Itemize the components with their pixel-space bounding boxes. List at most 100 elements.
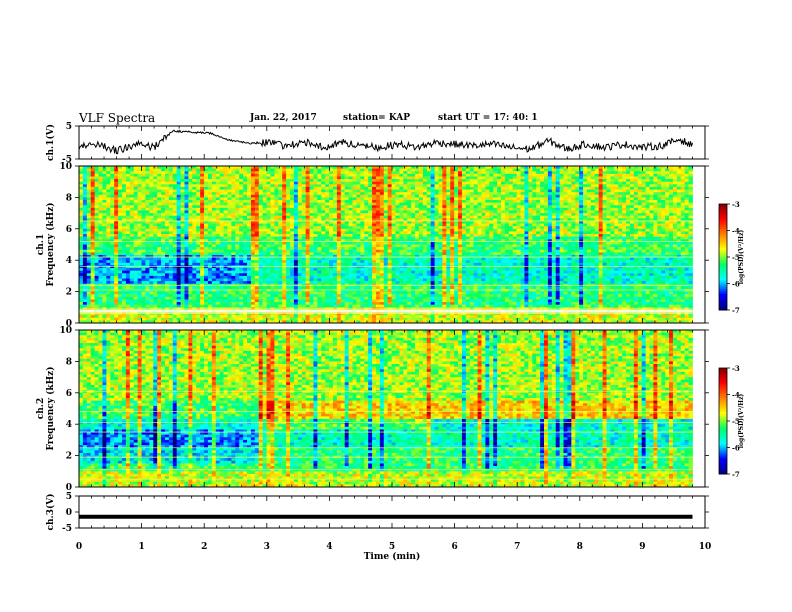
heatmap-cell [524,171,529,175]
heatmap-cell [602,168,607,172]
heatmap-cell [297,197,303,201]
heatmap-cell [348,184,353,188]
heatmap-cell [94,171,99,175]
heatmap-cell [290,205,295,209]
heatmap-cell [313,210,318,214]
heatmap-cell [454,192,459,196]
heatmap-cell [512,192,518,196]
heatmap-cell [297,192,303,196]
heatmap-cell [415,213,420,217]
heatmap-cell [254,184,260,188]
heatmap-cell [192,226,197,230]
heatmap-cell [458,181,463,185]
heatmap-cell [325,197,330,201]
heatmap-cell [372,200,377,204]
heatmap-cell [477,202,482,206]
heatmap-cell [223,231,228,235]
heatmap-cell [672,200,678,204]
heatmap-cell [360,218,365,222]
heatmap-cell [274,168,279,172]
heatmap-cell [532,202,537,206]
heatmap-cell [110,239,115,243]
heatmap-cell [415,197,420,201]
heatmap-cell [129,220,135,224]
heatmap-cell [90,179,96,183]
heatmap-cell [133,218,139,222]
heatmap-cell [434,168,439,172]
heatmap-cell [278,205,283,209]
heatmap-cell [395,239,400,243]
heatmap-cell [559,210,564,214]
heatmap-cell [98,226,103,230]
heatmap-cell [653,189,658,193]
heatmap-cell [504,166,510,170]
heatmap-cell [606,181,611,185]
heatmap-cell [129,181,135,185]
heatmap-cell [348,200,353,204]
heatmap-cell [555,173,561,177]
heatmap-cell [332,205,338,209]
heatmap-cell [461,189,467,193]
heatmap-cell [211,186,217,190]
heatmap-cell [430,205,435,209]
heatmap-cell [168,189,174,193]
heatmap-cell [434,236,439,240]
heatmap-cell [610,213,615,217]
heatmap-cell [309,197,314,201]
heatmap-cell [594,194,600,198]
heatmap-cell [665,173,670,177]
heatmap-cell [383,239,389,243]
heatmap-cell [161,176,166,180]
heatmap-cell [426,210,432,214]
heatmap-cell [497,231,502,235]
heatmap-cell [610,166,615,170]
heatmap-cell [317,218,322,222]
heatmap-cell [161,213,166,217]
heatmap-cell [375,220,381,224]
heatmap-cell [411,166,416,170]
heatmap-cell [649,244,654,248]
heatmap-cell [149,168,154,172]
heatmap-cell [204,241,209,245]
heatmap-cell [90,210,96,214]
heatmap-cell [391,166,396,170]
heatmap-cell [102,210,107,214]
heatmap-cell [450,173,455,177]
heatmap-cell [504,223,510,227]
heatmap-cell [653,241,658,245]
heatmap-cell [227,220,232,224]
heatmap-cell [422,244,428,248]
heatmap-cell [528,189,533,193]
heatmap-cell [262,166,267,170]
heatmap-cell [481,244,486,248]
heatmap-cell [82,236,88,240]
heatmap-cell [125,236,131,240]
heatmap-cell [547,186,553,190]
heatmap-cell [231,231,236,235]
heatmap-cell [450,184,455,188]
heatmap-cell [395,173,400,177]
heatmap-cell [86,241,92,245]
heatmap-cell [262,228,267,232]
heatmap-cell [676,184,682,188]
heatmap-cell [426,184,432,188]
heatmap-cell [79,197,84,201]
heatmap-cell [375,181,381,185]
heatmap-cell [586,194,592,198]
heatmap-cell [614,197,619,201]
heatmap-cell [684,220,689,224]
heatmap-cell [266,207,271,211]
heatmap-cell [98,176,103,180]
heatmap-cell [368,213,373,217]
heatmap-cell [629,197,635,201]
heatmap-cell [254,218,260,222]
heatmap-cell [602,207,607,211]
heatmap-cell [200,200,205,204]
heatmap-cell [344,223,350,227]
heatmap-cell [614,179,619,183]
heatmap-cell [422,200,428,204]
heatmap-cell [637,236,643,240]
heatmap-cell [231,189,236,193]
heatmap-cell [657,205,662,209]
heatmap-cell [454,176,459,180]
